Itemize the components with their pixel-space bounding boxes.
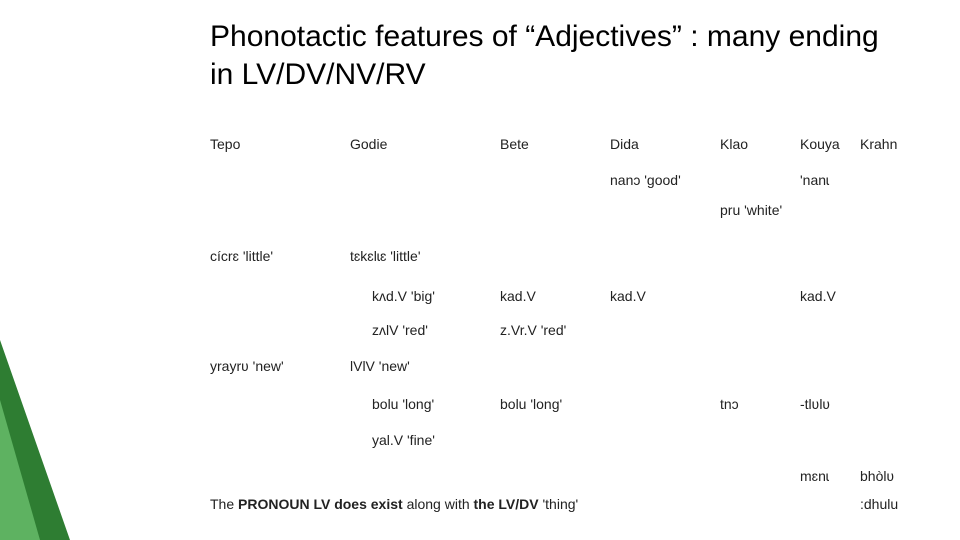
- table-cell: Kouya: [800, 136, 840, 152]
- table-cell: tɛkɛlɩɛ 'little': [350, 248, 421, 264]
- footnote-part: along with: [407, 496, 474, 512]
- table-cell: Godie: [350, 136, 387, 152]
- table-cell: Bete: [500, 136, 529, 152]
- footnote-part: 'thing': [542, 496, 578, 512]
- table-cell: Tepo: [210, 136, 240, 152]
- table-cell: Krahn: [860, 136, 897, 152]
- accent-triangle-light: [0, 400, 40, 540]
- table-cell: yal.V 'fine': [372, 432, 435, 448]
- footnote-part: PRONOUN LV does exist: [238, 496, 407, 512]
- table-cell: pru 'white': [720, 202, 782, 218]
- table-cell: kad.V: [500, 288, 536, 304]
- slide-title: Phonotactic features of “Adjectives” : m…: [210, 18, 910, 93]
- table-cell: tnɔ: [720, 396, 739, 412]
- table-cell: Klao: [720, 136, 748, 152]
- table-cell: mɛnɩ: [800, 468, 829, 484]
- table-cell: nanɔ 'good': [610, 172, 681, 188]
- footnote: The PRONOUN LV does exist along with the…: [210, 496, 578, 512]
- table-cell: 'nanɩ: [800, 172, 829, 188]
- table-cell: z.Vr.V 'red': [500, 322, 566, 338]
- table-cell: bhòlʋ: [860, 468, 894, 484]
- table-cell: yrayrʋ 'new': [210, 358, 284, 374]
- table-cell: Dida: [610, 136, 639, 152]
- table-cell: :dhulu: [860, 496, 898, 512]
- table-cell: lVlV 'new': [350, 358, 410, 374]
- table-cell: kad.V: [610, 288, 646, 304]
- table-cell: zʌlV 'red': [372, 322, 428, 338]
- table-cell: kad.V: [800, 288, 836, 304]
- table-cell: -tlʋlʋ: [800, 396, 830, 412]
- table-cell: cícrɛ 'little': [210, 248, 273, 264]
- table-cell: bolu 'long': [500, 396, 562, 412]
- table-cell: kʌd.V 'big': [372, 288, 435, 304]
- footnote-part: The: [210, 496, 238, 512]
- table-cell: bolu 'long': [372, 396, 434, 412]
- footnote-part: the LV/DV: [474, 496, 543, 512]
